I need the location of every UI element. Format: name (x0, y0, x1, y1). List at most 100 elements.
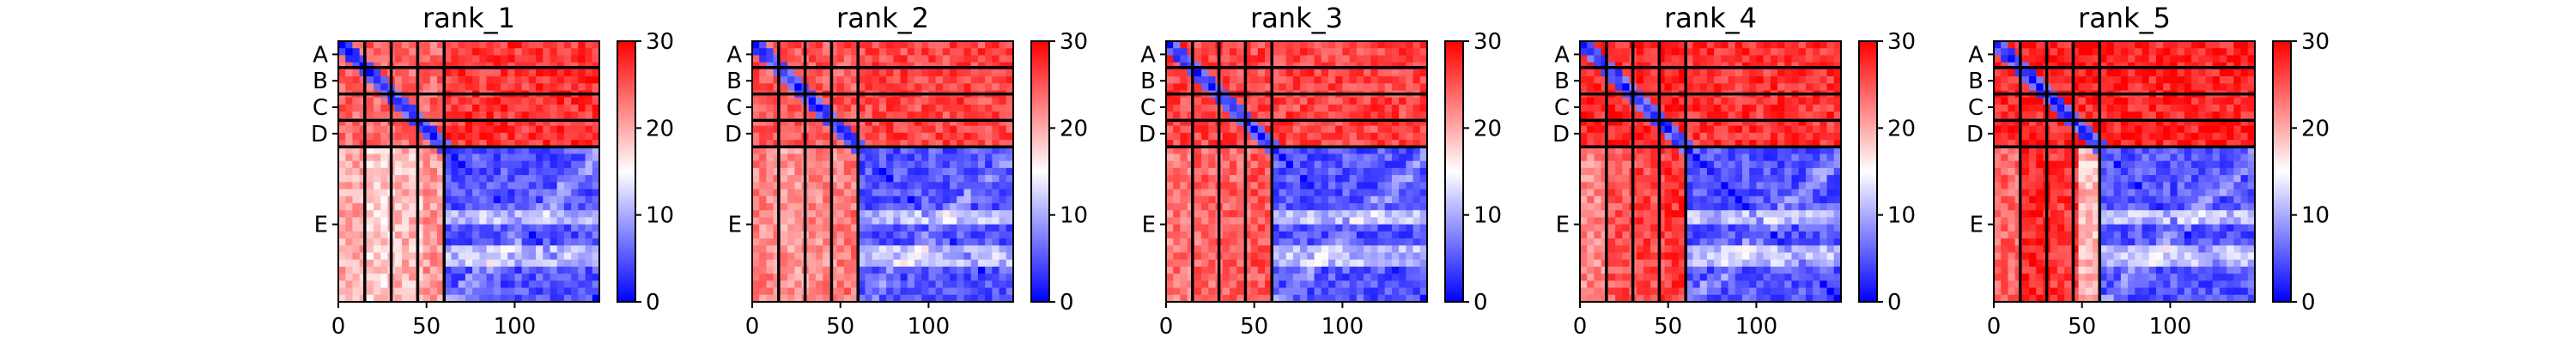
heatmap-cell (928, 245, 937, 254)
heatmap-cell (836, 76, 845, 84)
heatmap-cell (1699, 175, 1708, 183)
heatmap-cell (886, 175, 894, 183)
heatmap-cell (1222, 118, 1230, 127)
heatmap-cell (823, 41, 830, 49)
heatmap-cell (1356, 111, 1364, 119)
heatmap-cell (514, 294, 523, 303)
heatmap-cell (1594, 132, 1602, 141)
heatmap-cell (780, 259, 788, 268)
heatmap-cell (409, 83, 416, 92)
heatmap-cell (514, 48, 523, 57)
heatmap-cell (829, 69, 838, 77)
heatmap-cell (536, 224, 544, 232)
heatmap-cell (1187, 147, 1195, 155)
heatmap-cell (543, 83, 551, 92)
heatmap-cell (1728, 104, 1736, 112)
heatmap-cell (1265, 280, 1273, 289)
heatmap-cell (366, 153, 374, 162)
heatmap-cell (422, 245, 431, 254)
heatmap-cell (556, 62, 565, 70)
heatmap-cell (1813, 147, 1820, 155)
heatmap-cell (486, 153, 495, 162)
heatmap-cell (1399, 196, 1406, 204)
heatmap-cell (942, 69, 951, 77)
heatmap-cell (1657, 175, 1666, 183)
heatmap-cell (1714, 153, 1722, 162)
heatmap-cell (1399, 182, 1406, 190)
heatmap-cell (1335, 175, 1344, 183)
heatmap-cell (465, 140, 473, 147)
heatmap-cell (585, 189, 593, 197)
heatmap-cell (893, 83, 902, 92)
heatmap-cell (500, 147, 508, 155)
heatmap-cell (773, 69, 781, 77)
heatmap-cell (977, 196, 986, 204)
heatmap-cell (1187, 41, 1195, 49)
heatmap-cell (1671, 118, 1680, 127)
heatmap-cell (451, 238, 459, 246)
heatmap-cell (1370, 294, 1379, 303)
heatmap-cell (1229, 69, 1237, 77)
heatmap-cell (1399, 41, 1406, 49)
heatmap-cell (878, 280, 887, 289)
heatmap-cell (872, 83, 880, 92)
heatmap-cell (1714, 41, 1722, 49)
heatmap-cell (1370, 266, 1379, 274)
heatmap-cell (451, 224, 459, 232)
heatmap-cell (1826, 175, 1835, 183)
heatmap-cell (766, 41, 775, 49)
heatmap-cell (1384, 280, 1393, 289)
heatmap-cell (1272, 245, 1280, 254)
heatmap-cell (808, 69, 817, 77)
heatmap-cell (528, 48, 537, 57)
heatmap-cell (1384, 217, 1393, 226)
heatmap-cell (1777, 167, 1785, 176)
heatmap-cell (1679, 111, 1686, 119)
heatmap-cell (999, 175, 1007, 183)
heatmap-cell (794, 167, 803, 176)
heatmap-cell (416, 245, 424, 254)
heatmap-cell (1833, 111, 1842, 119)
heatmap-cell (836, 210, 845, 219)
heatmap-cell (514, 97, 523, 105)
heatmap-cell (992, 55, 1000, 63)
heatmap-cell (999, 76, 1007, 84)
heatmap-cell (1243, 189, 1252, 197)
heatmap-cell (773, 111, 781, 119)
heatmap-cell (1770, 118, 1778, 127)
heatmap-cell (1349, 167, 1358, 176)
heatmap-cell (366, 41, 374, 49)
heatmap-cell (907, 167, 915, 176)
heatmap-cell (1756, 48, 1765, 57)
heatmap-cell (543, 125, 551, 134)
heatmap-cell (1187, 167, 1195, 176)
heatmap-cell (1657, 167, 1666, 176)
heatmap-cell (1406, 104, 1414, 112)
heatmap-cell (1005, 83, 1014, 92)
heatmap-cell (907, 294, 915, 303)
heatmap-cell (1327, 210, 1336, 219)
heatmap-cell (1749, 62, 1758, 70)
heatmap-cell (1166, 245, 1174, 254)
heatmap-cell (921, 231, 930, 239)
heatmap-cell (1377, 147, 1386, 155)
heatmap-cell (1314, 224, 1322, 232)
heatmap-cell (1250, 259, 1259, 268)
heatmap-cell (422, 111, 431, 119)
heatmap-cell (1622, 167, 1631, 176)
heatmap-cell (1272, 48, 1280, 57)
heatmap-cell (1279, 97, 1287, 105)
heatmap-cell (345, 83, 354, 92)
heatmap-cell (1636, 83, 1644, 92)
heatmap-cell (451, 111, 459, 119)
heatmap-cell (815, 259, 823, 268)
heatmap-cell (472, 167, 480, 176)
heatmap-cell (1657, 160, 1666, 169)
heatmap-cell (1406, 294, 1414, 303)
heatmap-cell (1777, 76, 1785, 84)
heatmap-cell (472, 83, 480, 92)
heatmap-cell (977, 62, 986, 70)
heatmap-cell (794, 111, 803, 119)
heatmap-cell (977, 132, 986, 141)
heatmap-cell (1243, 104, 1252, 112)
